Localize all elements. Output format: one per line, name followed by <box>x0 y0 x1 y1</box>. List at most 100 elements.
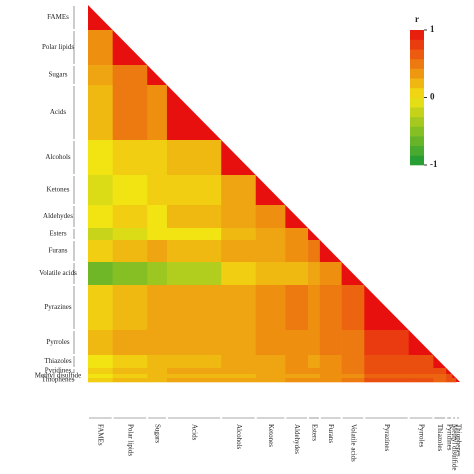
colorbar-swatch <box>410 126 424 137</box>
cell <box>147 378 168 383</box>
y-tick-label: Pyrazines <box>44 303 71 311</box>
cell <box>147 285 168 331</box>
cell <box>319 368 342 375</box>
colorbar-title: r <box>415 14 419 24</box>
colorbar-swatch <box>410 30 424 40</box>
y-tick-label: Alcohols <box>45 153 71 161</box>
cell <box>221 374 257 379</box>
cell <box>452 378 457 383</box>
cell <box>112 240 148 263</box>
cell <box>221 368 257 375</box>
x-tick-label: Methyl disulfide <box>450 424 458 470</box>
y-tick-label: Pyridines <box>45 367 72 375</box>
x-tick-label: Thiazoles <box>436 424 444 451</box>
cell <box>308 355 321 369</box>
cell <box>166 374 222 379</box>
y-tick-label: Methyl disulfide <box>35 372 81 380</box>
cell <box>221 378 257 383</box>
cell <box>166 228 222 241</box>
y-tick-label: FAMEs <box>47 13 69 21</box>
cell <box>221 330 257 356</box>
cell <box>112 378 148 383</box>
cell <box>308 262 321 286</box>
x-tick-label: Pyrazines <box>383 424 391 451</box>
heatmap <box>88 5 460 383</box>
cell <box>308 368 321 375</box>
cell <box>341 355 365 369</box>
colorbar: r -1 0 1 <box>410 14 438 169</box>
cell <box>147 262 168 286</box>
cell <box>88 175 113 206</box>
cell <box>166 240 222 263</box>
cell <box>166 175 222 206</box>
cell <box>285 378 309 383</box>
cell <box>308 240 321 263</box>
cell <box>319 374 342 379</box>
cell <box>166 368 222 375</box>
cell <box>88 85 113 141</box>
cell <box>364 355 409 369</box>
cell <box>88 285 113 331</box>
cell <box>319 330 342 356</box>
y-tick-label: Sugars <box>48 71 67 79</box>
cell <box>408 374 434 379</box>
cell <box>88 205 113 229</box>
cell <box>88 262 113 286</box>
cell <box>255 355 286 369</box>
cell <box>255 374 286 379</box>
cell <box>88 378 113 383</box>
cell <box>285 330 309 356</box>
cell <box>285 374 309 379</box>
x-tick-label: Alcohols <box>235 424 243 450</box>
cell <box>285 228 309 241</box>
colorbar-swatch <box>410 78 424 89</box>
cell <box>255 330 286 356</box>
cell <box>255 285 286 331</box>
cell <box>112 355 148 369</box>
x-tick-label: Pyridines <box>446 424 454 451</box>
cell <box>285 355 309 369</box>
cell <box>221 262 257 286</box>
y-tick-label: Polar lipids <box>42 43 74 51</box>
cell <box>147 330 168 356</box>
cell <box>166 355 222 369</box>
cell <box>319 240 342 262</box>
y-tick-label: Volatile acids <box>39 269 77 277</box>
cell <box>364 368 409 375</box>
cell <box>112 140 148 176</box>
cell <box>446 368 453 374</box>
cell <box>364 285 409 330</box>
cell <box>166 262 222 286</box>
cell <box>88 368 113 375</box>
cell <box>285 285 309 331</box>
cell <box>88 140 113 176</box>
cell <box>88 30 113 66</box>
cell <box>308 378 321 383</box>
cell <box>255 228 286 241</box>
colorbar-swatch <box>410 116 424 127</box>
cell <box>285 240 309 263</box>
cell <box>147 205 168 229</box>
cell <box>408 378 434 383</box>
cell <box>255 368 286 375</box>
cell <box>166 85 222 140</box>
colorbar-tick-label: -1 <box>430 159 438 169</box>
x-tick-label: Acids <box>190 424 198 441</box>
y-tick-label: Esters <box>49 230 66 238</box>
cell <box>221 355 257 369</box>
cell <box>221 140 256 175</box>
colorbar-swatch <box>410 97 424 108</box>
cell <box>408 330 434 355</box>
cell <box>308 330 321 356</box>
cell <box>112 85 148 141</box>
cell <box>221 175 257 206</box>
cell <box>433 374 447 379</box>
cell <box>255 378 286 383</box>
cell <box>319 285 342 331</box>
colorbar-swatch <box>410 145 424 156</box>
cell <box>308 228 320 240</box>
cell <box>147 85 168 141</box>
colorbar-swatch <box>410 136 424 147</box>
cell <box>364 378 409 383</box>
